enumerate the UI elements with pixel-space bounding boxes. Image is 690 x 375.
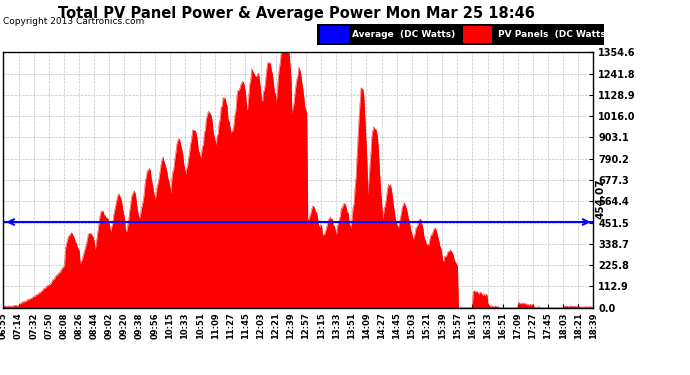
Text: Copyright 2013 Cartronics.com: Copyright 2013 Cartronics.com xyxy=(3,17,145,26)
Bar xyxy=(320,26,349,43)
Text: 454.07: 454.07 xyxy=(595,178,605,219)
Text: Average  (DC Watts): Average (DC Watts) xyxy=(352,30,455,39)
Text: Total PV Panel Power & Average Power Mon Mar 25 18:46: Total PV Panel Power & Average Power Mon… xyxy=(58,6,535,21)
Bar xyxy=(464,26,492,43)
Text: 454.07: 454.07 xyxy=(0,178,2,219)
Text: PV Panels  (DC Watts): PV Panels (DC Watts) xyxy=(497,30,610,39)
